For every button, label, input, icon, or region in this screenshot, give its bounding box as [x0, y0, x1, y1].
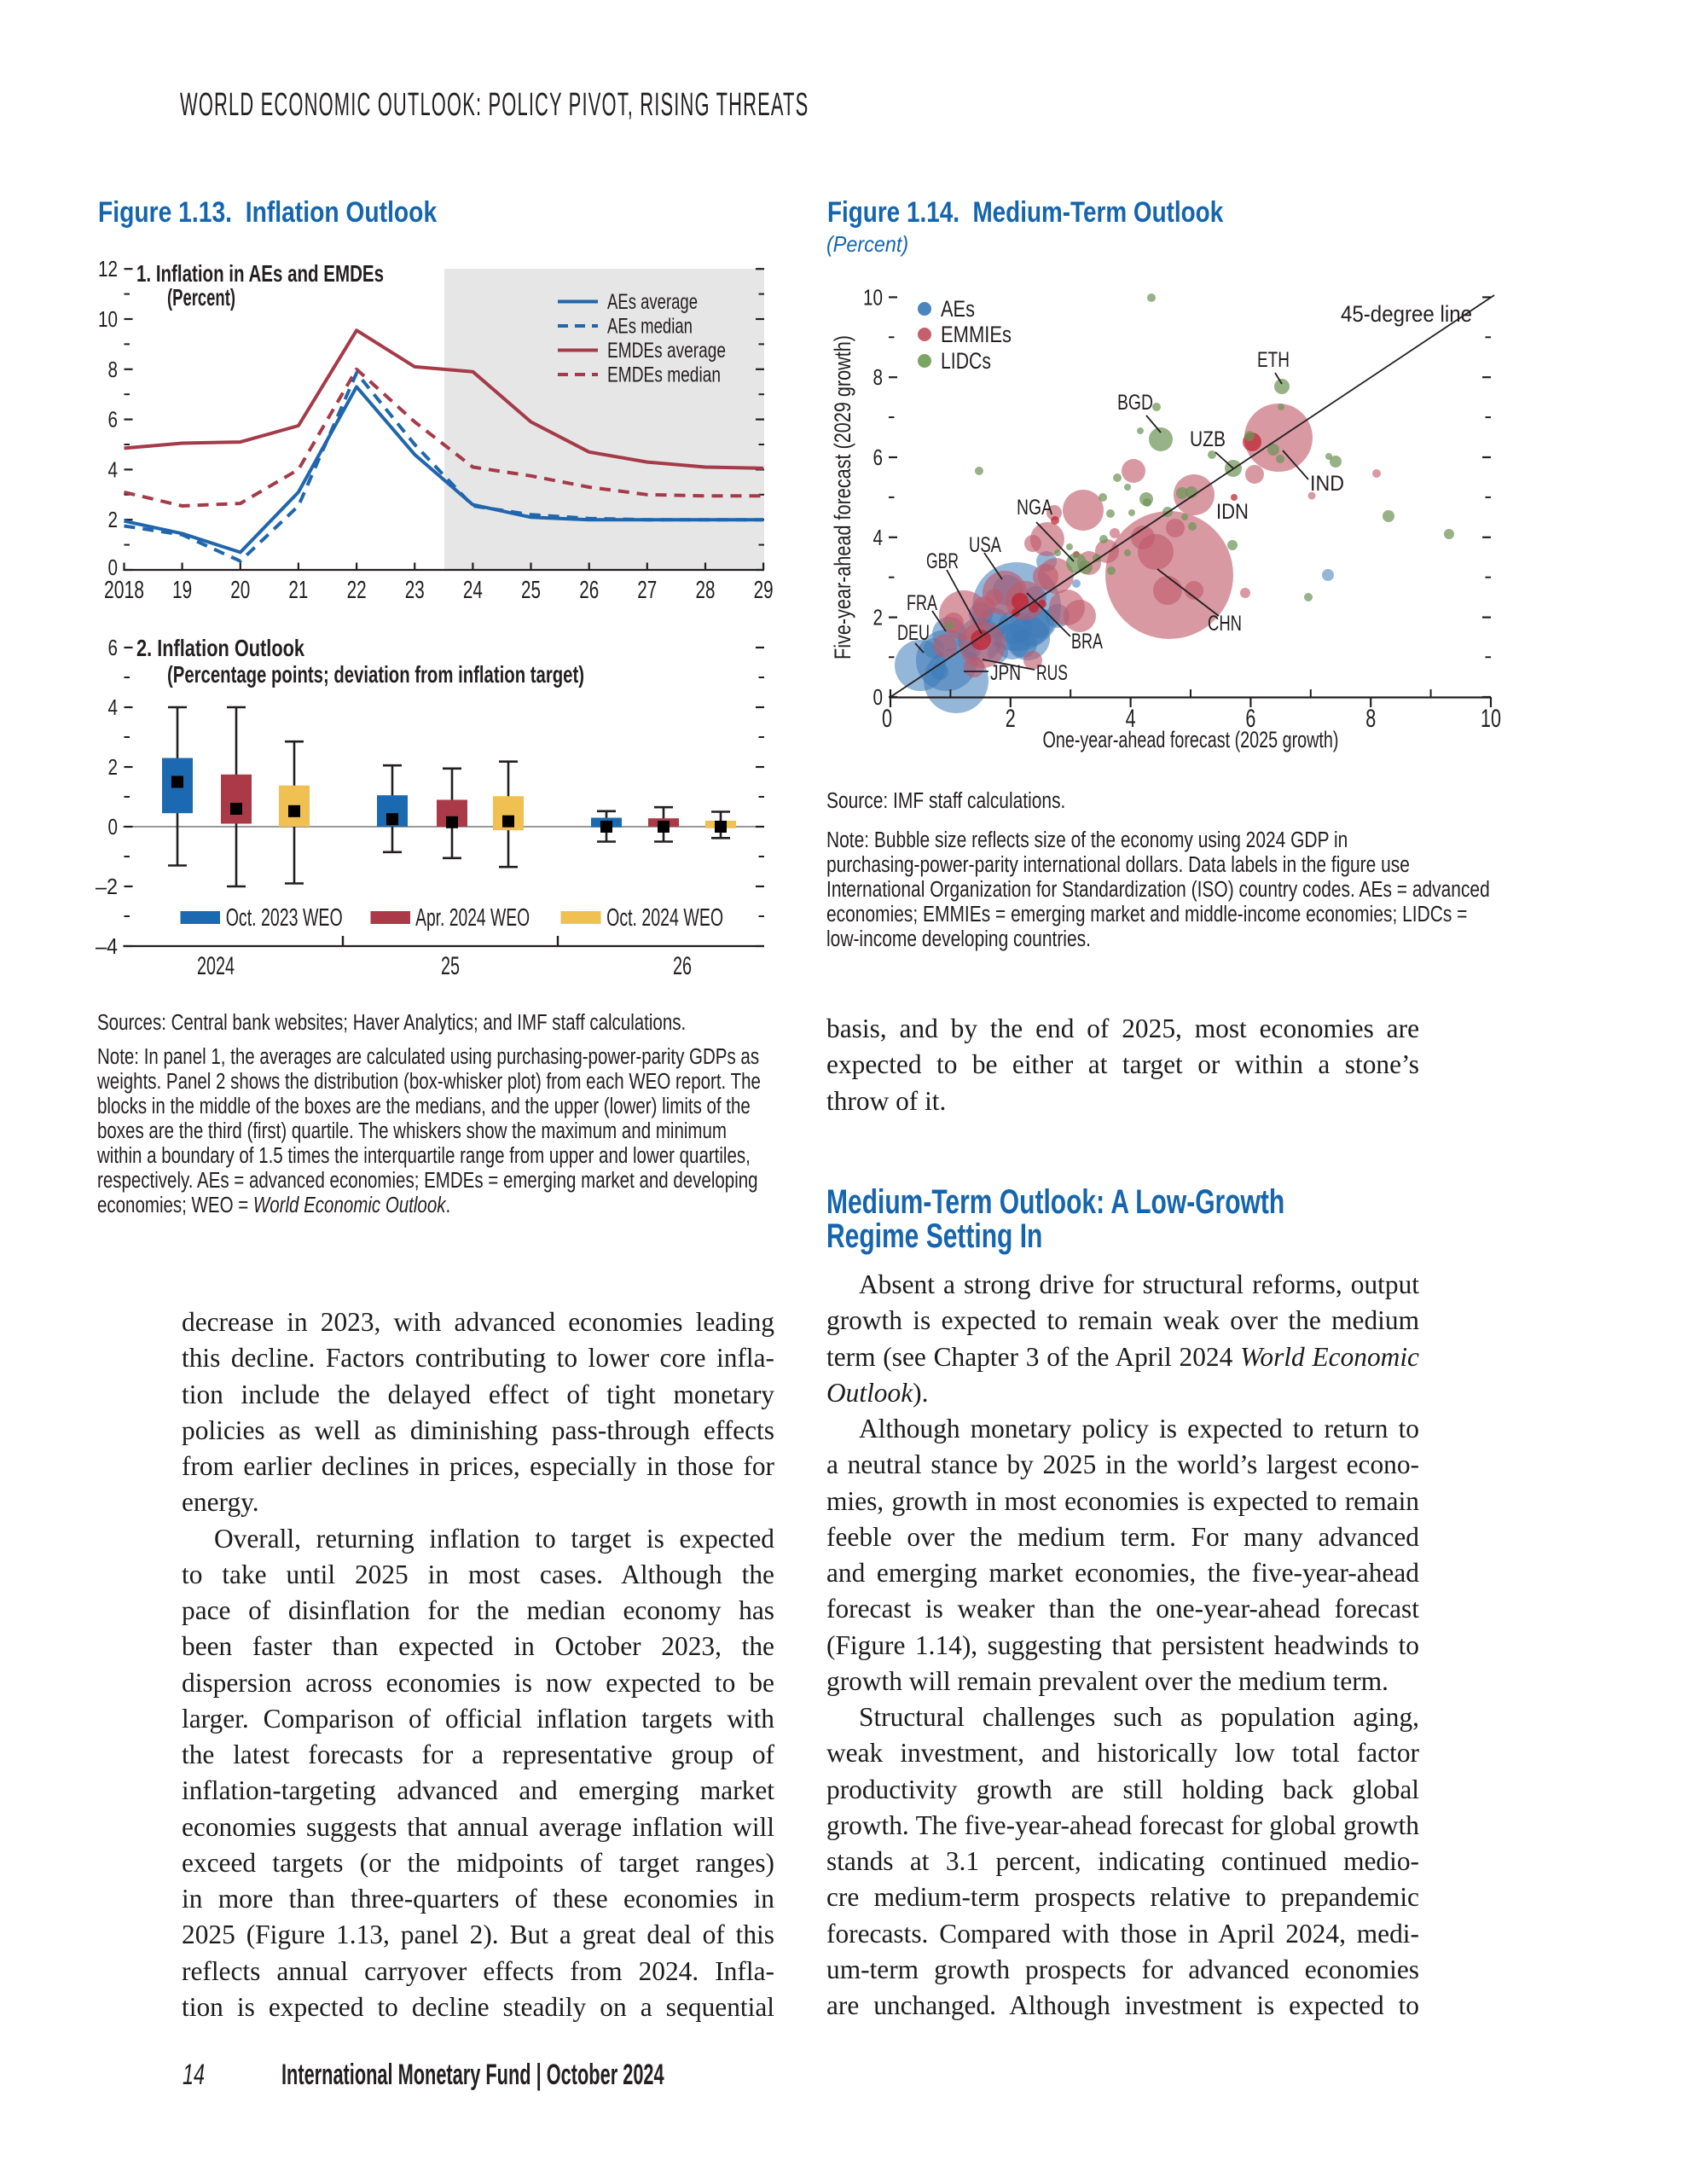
- svg-text:10: 10: [863, 284, 883, 310]
- svg-text:6: 6: [873, 444, 884, 470]
- svg-text:GBR: GBR: [926, 549, 959, 573]
- svg-text:10: 10: [1481, 705, 1501, 733]
- svg-text:22: 22: [347, 577, 367, 604]
- svg-text:0: 0: [108, 814, 119, 839]
- svg-text:(Percentage points; deviation: (Percentage points; deviation from infla…: [167, 661, 584, 688]
- svg-text:25: 25: [521, 577, 541, 604]
- svg-text:EMDEs median: EMDEs median: [607, 363, 721, 387]
- svg-text:–4: –4: [96, 933, 118, 959]
- svg-text:25: 25: [441, 952, 460, 980]
- svg-text:6: 6: [108, 407, 119, 433]
- svg-text:BGD: BGD: [1117, 391, 1153, 415]
- svg-text:21: 21: [288, 577, 308, 604]
- svg-text:ETH: ETH: [1257, 348, 1290, 372]
- svg-text:AEs median: AEs median: [607, 315, 693, 339]
- svg-text:29: 29: [754, 577, 774, 604]
- svg-text:8: 8: [108, 357, 119, 382]
- svg-text:2: 2: [108, 754, 119, 780]
- svg-text:Oct. 2024 WEO: Oct. 2024 WEO: [606, 904, 723, 932]
- svg-text:One-year-ahead forecast (2025: One-year-ahead forecast (2025 growth): [1043, 727, 1339, 752]
- svg-text:2024: 2024: [197, 952, 235, 980]
- svg-text:26: 26: [579, 577, 599, 604]
- svg-text:2: 2: [873, 605, 884, 630]
- svg-text:AEs average: AEs average: [607, 290, 698, 314]
- svg-text:EMDEs average: EMDEs average: [607, 339, 726, 363]
- svg-text:20: 20: [230, 577, 250, 604]
- svg-text:JPN: JPN: [990, 661, 1021, 685]
- svg-text:45-degree line: 45-degree line: [1341, 301, 1472, 327]
- svg-text:FRA: FRA: [907, 591, 937, 615]
- svg-text:0: 0: [882, 705, 892, 733]
- svg-text:4: 4: [873, 525, 884, 550]
- svg-text:0: 0: [873, 684, 884, 710]
- svg-text:0: 0: [108, 555, 119, 580]
- svg-text:2. Inflation Outlook: 2. Inflation Outlook: [136, 635, 304, 661]
- svg-text:(Percent): (Percent): [167, 284, 235, 311]
- svg-text:IDN: IDN: [1216, 500, 1249, 524]
- svg-text:2: 2: [108, 507, 119, 532]
- svg-text:1. Inflation in AEs and EMDEs: 1. Inflation in AEs and EMDEs: [136, 260, 384, 287]
- svg-text:2: 2: [1006, 705, 1016, 733]
- svg-text:AEs: AEs: [941, 296, 975, 322]
- svg-text:4: 4: [108, 456, 119, 482]
- svg-text:NGA: NGA: [1017, 496, 1052, 520]
- svg-text:28: 28: [696, 577, 716, 604]
- svg-text:2018: 2018: [104, 577, 144, 604]
- svg-text:10: 10: [98, 306, 118, 332]
- svg-text:Oct. 2023 WEO: Oct. 2023 WEO: [226, 904, 343, 932]
- svg-text:12: 12: [98, 256, 118, 282]
- svg-text:23: 23: [405, 577, 425, 604]
- svg-text:–2: –2: [96, 874, 118, 899]
- svg-text:EMMIEs: EMMIEs: [941, 322, 1012, 347]
- svg-text:USA: USA: [969, 533, 1001, 557]
- svg-text:24: 24: [463, 577, 483, 604]
- svg-text:19: 19: [172, 577, 192, 604]
- svg-text:8: 8: [873, 364, 884, 390]
- svg-text:LIDCs: LIDCs: [941, 348, 991, 374]
- svg-text:6: 6: [108, 635, 119, 660]
- svg-text:Five-year-ahead forecast (2029: Five-year-ahead forecast (2029 growth): [830, 335, 855, 659]
- svg-text:8: 8: [1365, 705, 1376, 733]
- svg-text:UZB: UZB: [1190, 427, 1226, 451]
- svg-text:Apr. 2024 WEO: Apr. 2024 WEO: [415, 904, 530, 932]
- svg-text:27: 27: [637, 577, 657, 604]
- svg-text:4: 4: [108, 694, 119, 720]
- svg-text:IND: IND: [1310, 472, 1344, 496]
- svg-text:CHN: CHN: [1208, 612, 1242, 636]
- svg-text:6: 6: [1245, 705, 1255, 733]
- svg-text:RUS: RUS: [1036, 661, 1068, 685]
- svg-text:BRA: BRA: [1071, 630, 1103, 653]
- svg-text:4: 4: [1126, 705, 1136, 733]
- svg-text:DEU: DEU: [897, 621, 930, 645]
- svg-text:26: 26: [673, 952, 692, 980]
